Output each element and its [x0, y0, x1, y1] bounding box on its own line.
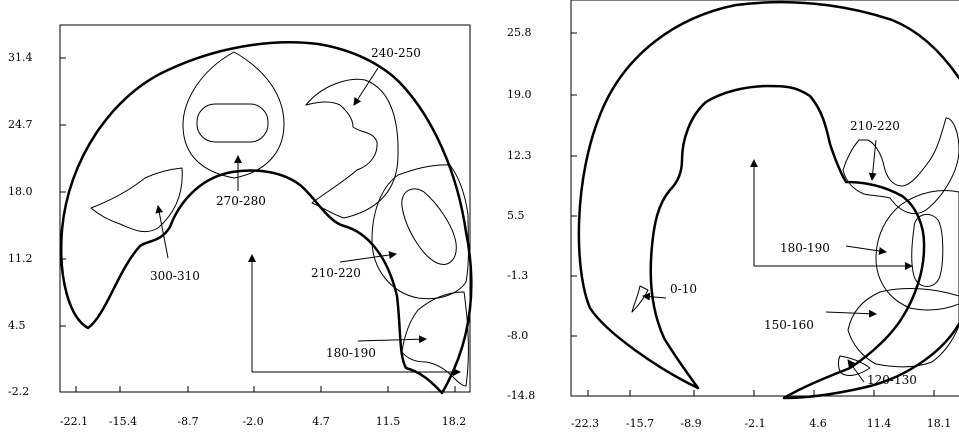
left-region-outline: [60, 41, 473, 395]
left-arrow-180-190: [357, 335, 427, 344]
right-x-tick-label: 4.6: [809, 417, 827, 430]
left-region-180-190: [401, 291, 469, 387]
right-x-tick-label: 11.4: [867, 417, 892, 430]
right-y-tick-label: 12.3: [507, 149, 532, 162]
left-annotation: 240-250: [371, 46, 421, 60]
left-x-tick-label: 11.5: [376, 415, 401, 428]
right-y-tick-label: 25.8: [507, 26, 532, 39]
right-panel: 25.8 19.0 12.3 5.5 -1.3 -8.0 -14.8 -22.3…: [507, 0, 959, 430]
left-y-tick-label: 4.5: [8, 319, 26, 332]
left-region-240-250: [305, 78, 399, 219]
right-y-tick-label: -1.3: [507, 269, 528, 282]
right-annotation: 210-220: [850, 119, 900, 133]
left-annotation: 300-310: [150, 269, 200, 283]
left-panel: 31.4 24.7 18.0 11.2 4.5 -2.2 -22.1 -15.4…: [8, 24, 473, 428]
right-region-120-130: [838, 355, 871, 376]
right-x-axis: -22.3 -15.7 -8.9 -2.1 4.6 11.4 18.1: [571, 390, 951, 430]
right-x-tick-label: -2.1: [744, 417, 765, 430]
left-arrow-300-310: [155, 205, 169, 259]
left-rounded-rect: [196, 103, 269, 143]
right-rounded-capsule: [911, 213, 944, 287]
left-x-tick-label: 18.2: [442, 415, 467, 428]
right-y-tick-label: 19.0: [507, 88, 532, 101]
right-plot-frame: [570, 0, 959, 397]
right-x-tick-label: -22.3: [571, 417, 599, 430]
left-y-axis: 31.4 24.7 18.0 11.2 4.5 -2.2: [8, 51, 66, 398]
right-annotation: 120-130: [867, 373, 917, 387]
right-y-tick-label: -8.0: [507, 329, 528, 342]
left-annotation: 270-280: [216, 194, 266, 208]
right-x-tick-label: -15.7: [626, 417, 654, 430]
left-x-tick-label: -15.4: [109, 415, 137, 428]
left-y-tick-label: 31.4: [8, 51, 33, 64]
left-region-210-220: [371, 164, 469, 300]
left-x-tick-label: -22.1: [60, 415, 88, 428]
left-annotation: 210-220: [311, 266, 361, 280]
left-x-tick-label: -2.0: [242, 415, 263, 428]
right-annotation: 180-190: [780, 241, 830, 255]
right-region-0-10: [631, 285, 649, 313]
left-plot-frame: [59, 24, 471, 393]
right-arrow-120-130: [847, 359, 865, 383]
left-arrow-210-220: [339, 251, 397, 263]
right-arrow-150-160: [825, 309, 877, 318]
left-y-tick-label: 18.0: [8, 185, 33, 198]
right-region-150-160: [847, 288, 959, 368]
left-arrow-240-250: [353, 67, 379, 106]
left-x-axis: -22.1 -15.4 -8.7 -2.0 4.7 11.5 18.2: [60, 386, 466, 428]
right-arrow-180-190: [845, 245, 887, 255]
right-arrow-210-220: [868, 139, 877, 181]
right-x-tick-label: 18.1: [927, 417, 952, 430]
left-region-300-310: [90, 167, 183, 233]
right-y-tick-label: 5.5: [507, 209, 525, 222]
left-region-270-280: [182, 51, 285, 179]
right-arrow-0-10: [642, 292, 667, 301]
right-x-tick-label: -8.9: [680, 417, 701, 430]
left-annotation: 180-190: [326, 346, 376, 360]
left-y-tick-label: 11.2: [8, 252, 33, 265]
right-y-axis: 25.8 19.0 12.3 5.5 -1.3 -8.0 -14.8: [507, 26, 577, 402]
left-y-tick-label: -2.2: [8, 385, 29, 398]
right-annotation: 150-160: [764, 318, 814, 332]
right-region-outline: [577, 0, 959, 400]
left-y-tick-label: 24.7: [8, 118, 33, 131]
right-y-tick-label: -14.8: [507, 389, 535, 402]
left-x-tick-label: 4.7: [312, 415, 330, 428]
right-region-180-190: [875, 190, 959, 311]
left-rounded-capsule: [401, 188, 457, 265]
left-x-tick-label: -8.7: [177, 415, 198, 428]
right-annotation: 0-10: [670, 282, 697, 296]
right-region-210-220: [842, 117, 959, 214]
